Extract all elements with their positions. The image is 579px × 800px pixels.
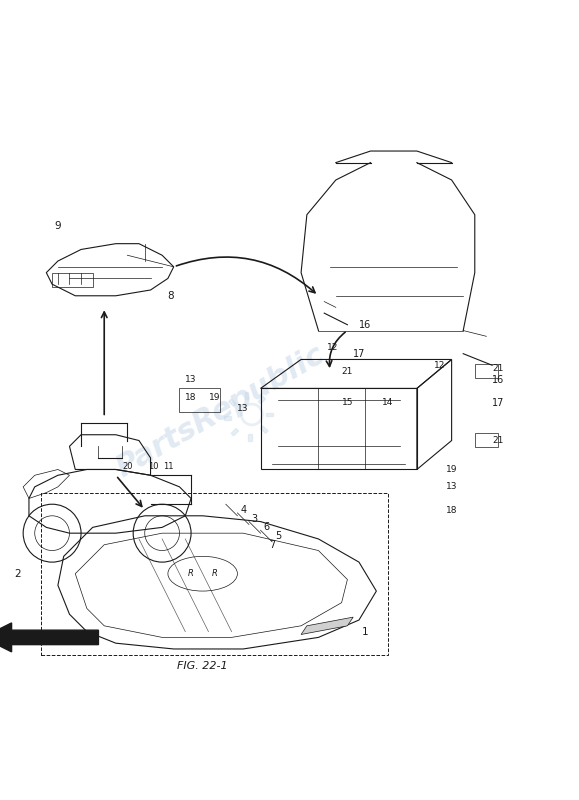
Text: 11: 11	[163, 462, 173, 471]
Polygon shape	[301, 617, 353, 634]
Text: 19: 19	[446, 465, 457, 474]
Text: 21: 21	[492, 364, 504, 373]
Text: 7: 7	[269, 540, 275, 550]
Bar	[248, 434, 252, 441]
Text: 5: 5	[275, 531, 281, 541]
Text: PartsRepublic: PartsRepublic	[111, 340, 329, 483]
Text: 14: 14	[382, 398, 394, 407]
Text: 16: 16	[492, 374, 504, 385]
Text: 6: 6	[263, 522, 269, 532]
Text: 12: 12	[327, 343, 339, 352]
Text: 2: 2	[14, 569, 21, 578]
Text: 9: 9	[54, 222, 61, 231]
Text: 13: 13	[237, 404, 249, 413]
Bar	[179, 389, 220, 411]
Text: 13: 13	[185, 375, 197, 384]
Text: FIG. 22-1: FIG. 22-1	[177, 662, 228, 671]
Text: 21: 21	[492, 436, 504, 445]
Text: 1: 1	[361, 626, 368, 637]
Bar	[475, 363, 498, 378]
Text: R: R	[188, 570, 194, 578]
Bar	[229, 399, 236, 406]
FancyArrow shape	[0, 623, 98, 652]
Text: 17: 17	[492, 398, 504, 408]
Text: 8: 8	[167, 290, 174, 301]
Bar	[52, 273, 93, 287]
Bar	[231, 429, 239, 436]
Bar	[41, 493, 388, 654]
Text: 19: 19	[208, 393, 220, 402]
Bar	[258, 397, 266, 404]
Text: 20: 20	[122, 462, 133, 471]
Text: 15: 15	[342, 398, 353, 407]
Text: 18: 18	[446, 506, 457, 514]
Text: 12: 12	[434, 361, 446, 370]
Text: R: R	[211, 570, 217, 578]
Text: 16: 16	[358, 320, 371, 330]
Bar	[266, 413, 273, 416]
Bar	[261, 426, 268, 434]
Bar	[224, 416, 231, 420]
Text: 3: 3	[252, 514, 258, 524]
Text: 21: 21	[342, 366, 353, 375]
Text: 13: 13	[446, 482, 457, 491]
Text: 17: 17	[353, 349, 365, 358]
Text: 4: 4	[240, 505, 246, 515]
Bar	[245, 392, 248, 399]
Text: 18: 18	[185, 393, 197, 402]
Bar	[475, 433, 498, 447]
Text: 10: 10	[148, 462, 159, 471]
